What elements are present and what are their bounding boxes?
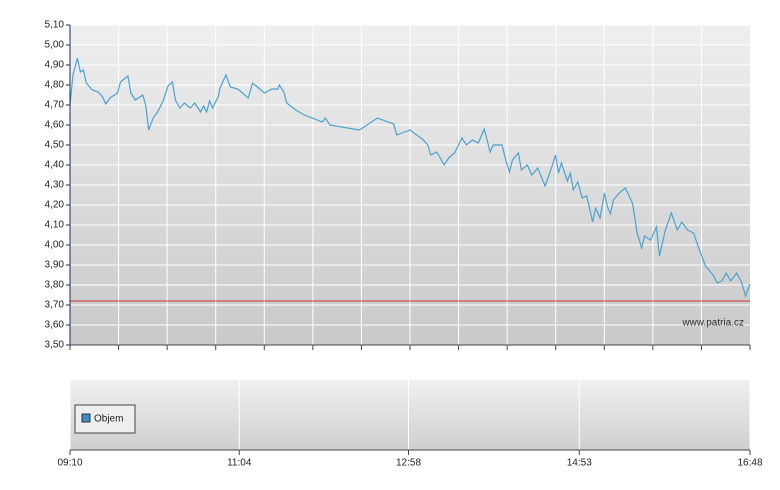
layer: 3,50 3,60 3,70 3,80 3,90 4,00 4,10 4,20 4,30 4,40… <box>45 20 763 469</box>
x-tick-label: 11:04 <box>227 458 252 469</box>
y-tick-label: 5,00 <box>45 40 65 51</box>
y-tick-label: 4,70 <box>45 100 65 111</box>
y-tick-label: 4,50 <box>45 140 65 151</box>
y-tick-label: 3,70 <box>45 300 65 311</box>
price-line <box>69 57 751 298</box>
y-tick-label: 4,10 <box>45 220 65 231</box>
x-tick-label: 14:53 <box>567 458 592 469</box>
y-tick-label: 4,90 <box>45 60 65 71</box>
y-tick-label: 3,50 <box>45 340 65 351</box>
y-tick-label: 3,60 <box>45 320 65 331</box>
watermark: www.patria.cz <box>681 318 744 329</box>
legend-swatch <box>81 413 91 423</box>
x-tick-label: 09:10 <box>57 458 82 469</box>
y-tick-label: 4,00 <box>45 240 65 251</box>
y-tick-label: 4,60 <box>45 120 65 131</box>
y-tick-label: 5,10 <box>45 20 65 31</box>
legend-label: Objem <box>94 414 123 425</box>
volume-area <box>70 380 750 450</box>
x-tick-label: 16:48 <box>737 458 762 469</box>
y-tick-label: 3,80 <box>45 280 65 291</box>
y-tick-label: 4,80 <box>45 80 65 91</box>
y-tick-label: 4,20 <box>45 200 65 211</box>
vertical-grid <box>69 24 751 450</box>
y-tick-label: 4,30 <box>45 180 65 191</box>
y-tick-label: 3,90 <box>45 260 65 271</box>
x-tick-label: 12:58 <box>396 458 421 469</box>
y-tick-label: 4,40 <box>45 160 65 171</box>
